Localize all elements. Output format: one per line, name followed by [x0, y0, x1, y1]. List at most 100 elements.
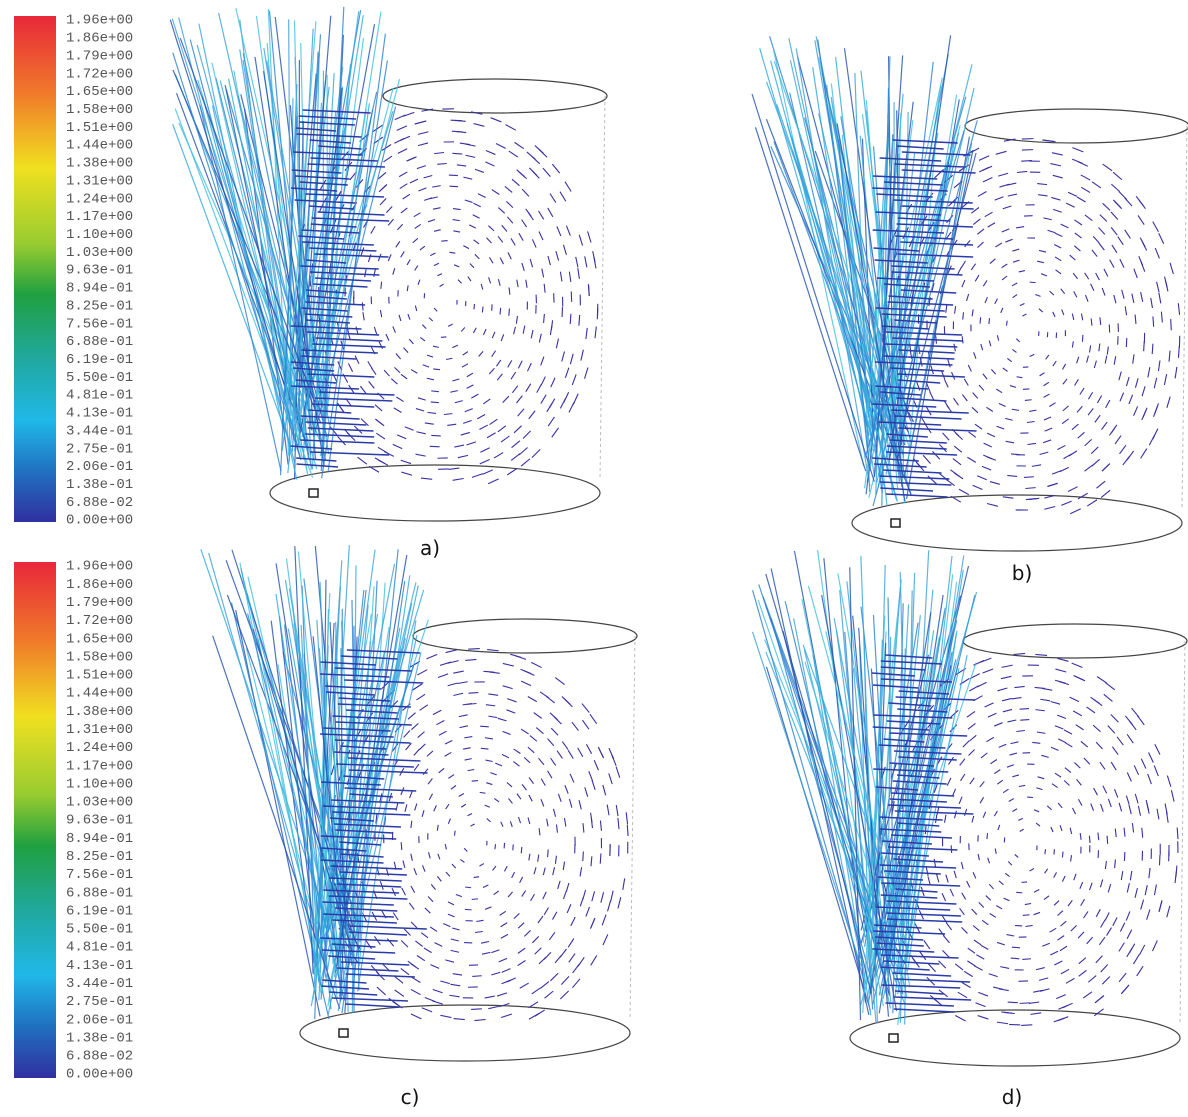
velocity-vector — [527, 817, 531, 825]
velocity-vector — [543, 907, 549, 916]
velocity-vector — [469, 224, 477, 229]
velocity-vector — [541, 268, 545, 278]
velocity-vector — [615, 804, 619, 817]
jet-vector — [880, 894, 938, 899]
velocity-vector — [383, 369, 390, 377]
velocity-vector — [500, 334, 505, 342]
colorbar-label: 1.65e+00 — [66, 631, 133, 647]
velocity-vector — [1096, 676, 1107, 684]
velocity-vector — [373, 326, 378, 335]
velocity-vector — [971, 207, 980, 214]
velocity-vector — [399, 135, 411, 142]
velocity-vector — [520, 680, 532, 687]
velocity-vector — [1072, 710, 1083, 717]
jet-vector — [872, 948, 935, 953]
jet-vector — [291, 385, 359, 390]
velocity-vector — [450, 938, 459, 942]
velocity-vector — [528, 794, 533, 802]
velocity-vector — [965, 293, 970, 302]
velocity-vector — [1093, 360, 1097, 369]
jet-vector — [305, 421, 367, 426]
velocity-vector — [1067, 486, 1078, 493]
jet-vector — [172, 69, 322, 424]
jet-vector — [332, 919, 397, 924]
jet-vector — [883, 738, 925, 743]
velocity-vector — [449, 185, 459, 188]
velocity-vector — [452, 973, 463, 976]
velocity-vector — [368, 381, 375, 389]
velocity-vector — [957, 991, 968, 999]
velocity-vector — [559, 990, 570, 1000]
velocity-vector — [437, 273, 443, 277]
velocity-vector — [393, 407, 402, 414]
velocity-vector — [519, 982, 529, 989]
velocity-vector — [1011, 697, 1022, 700]
velocity-vector — [1146, 803, 1150, 814]
velocity-vector — [973, 939, 982, 946]
velocity-vector — [471, 898, 479, 900]
velocity-vector — [980, 657, 992, 663]
colorbar-label: 1.51e+00 — [66, 668, 133, 684]
velocity-vector — [520, 728, 529, 735]
velocity-vector — [457, 681, 468, 685]
jet-vector — [901, 169, 976, 174]
velocity-vector — [517, 816, 522, 824]
colorbar-label: 1.31e+00 — [66, 722, 133, 738]
velocity-vector — [615, 766, 621, 778]
velocity-vector — [493, 452, 504, 459]
velocity-vector — [559, 398, 567, 409]
panel-label: b) — [1012, 561, 1033, 585]
jet-vector — [310, 451, 390, 456]
velocity-vector — [1004, 872, 1010, 878]
velocity-vector — [379, 184, 388, 192]
jet-vector — [320, 733, 394, 738]
velocity-vector — [468, 647, 480, 650]
velocity-vector — [515, 315, 519, 324]
velocity-vector — [530, 329, 534, 339]
velocity-vector — [433, 805, 437, 812]
velocity-vector — [556, 226, 562, 237]
velocity-vector — [1107, 798, 1112, 808]
velocity-vector — [432, 345, 439, 348]
velocity-vector — [1060, 968, 1070, 975]
velocity-vector — [976, 954, 985, 960]
velocity-vector — [997, 687, 1008, 692]
velocity-vector — [486, 432, 496, 439]
velocity-vector — [1060, 288, 1066, 295]
velocity-vector — [981, 919, 989, 926]
velocity-vector — [977, 853, 980, 861]
velocity-vector — [1016, 226, 1025, 229]
velocity-vector — [977, 1015, 989, 1020]
jet-vector — [821, 594, 898, 1012]
vector-plot — [169, 6, 608, 522]
jet-vector — [348, 769, 428, 774]
colorbar-label: 1.24e+00 — [66, 740, 133, 756]
velocity-vector — [1170, 790, 1175, 802]
jet-vector — [300, 439, 375, 444]
velocity-vector — [445, 803, 450, 810]
jet-vector — [880, 391, 921, 396]
jet-vector — [891, 271, 963, 276]
velocity-vector — [487, 478, 499, 485]
jet-vector — [329, 622, 347, 932]
velocity-vector — [1040, 273, 1048, 277]
jet-vector — [891, 265, 955, 270]
velocity-vector — [538, 148, 548, 158]
velocity-vector — [392, 743, 399, 752]
jet-vector — [884, 283, 931, 288]
velocity-vector — [1071, 423, 1079, 431]
jet-vector — [331, 799, 405, 804]
velocity-vector — [1134, 888, 1138, 898]
jet-vector — [765, 666, 871, 1011]
velocity-vector — [1022, 914, 1030, 917]
colorbar-label: 1.44e+00 — [66, 686, 133, 702]
velocity-vector — [1100, 964, 1109, 973]
velocity-vector — [407, 313, 411, 320]
jet-vector — [898, 349, 955, 354]
velocity-vector — [923, 940, 931, 950]
velocity-vector — [617, 817, 620, 830]
velocity-vector — [966, 711, 976, 718]
velocity-vector — [415, 120, 427, 125]
jet-vector — [877, 876, 924, 881]
velocity-vector — [1087, 408, 1094, 416]
